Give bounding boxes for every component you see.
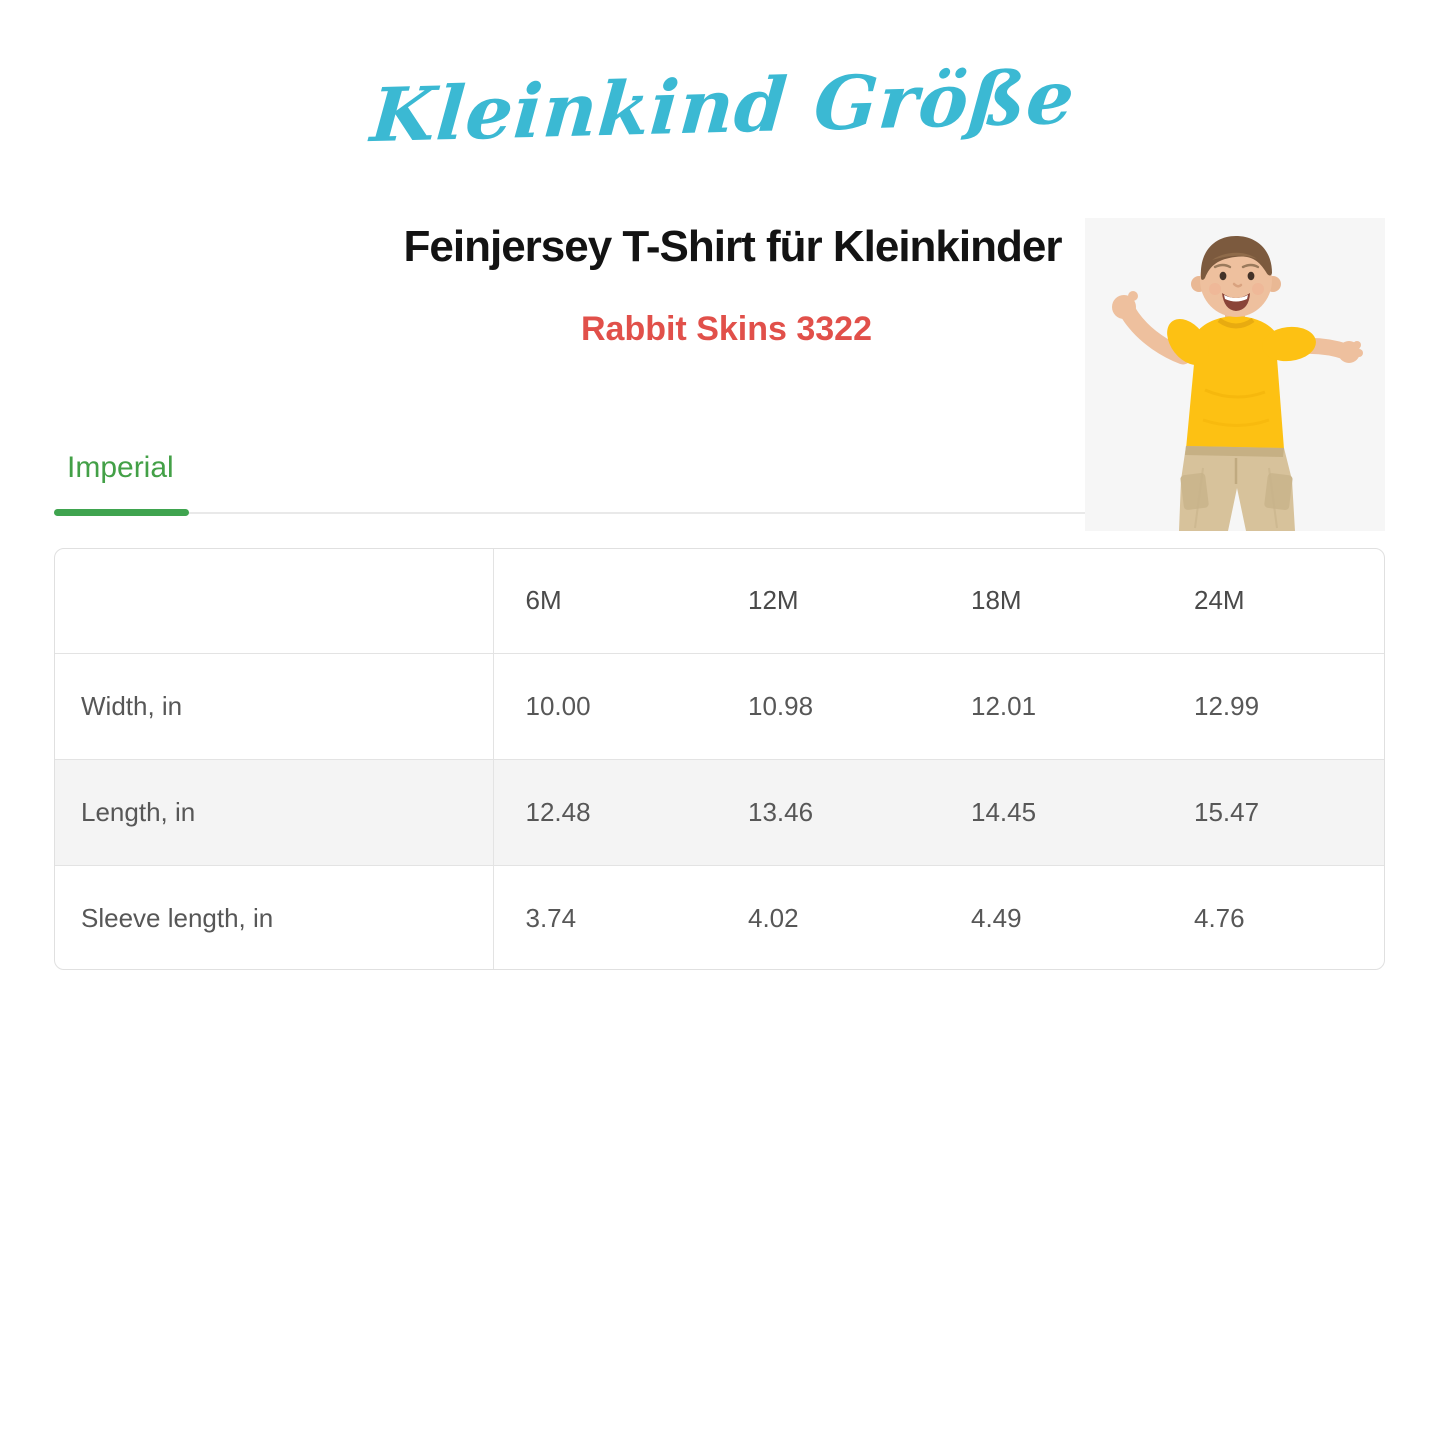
subtitle-row: Feinjersey T-Shirt für Kleinkinder bbox=[0, 222, 1445, 272]
size-column-header: 12M bbox=[748, 585, 799, 616]
measurement-value: 3.74 bbox=[525, 902, 577, 933]
tab-imperial[interactable]: Imperial bbox=[67, 451, 174, 484]
measurement-value: 10.00 bbox=[525, 690, 591, 721]
size-table-grid: 6M 12M 18M 24M Width, in 10.00 10.98 12.… bbox=[55, 549, 1384, 969]
measurement-label: Width, in bbox=[55, 653, 494, 759]
measurement-value: 13.46 bbox=[748, 796, 814, 827]
measurement-value: 12.99 bbox=[1194, 690, 1260, 721]
measurement-value: 4.49 bbox=[971, 902, 1022, 933]
measurement-value: 10.98 bbox=[748, 690, 814, 721]
size-column-header: 6M bbox=[525, 585, 562, 616]
product-photo bbox=[1085, 218, 1385, 531]
product-code: Rabbit Skins 3322 bbox=[580, 310, 872, 348]
toddler-shirt bbox=[1167, 316, 1316, 455]
size-column-header: 24M bbox=[1194, 585, 1245, 616]
table-row: Length, in 12.48 13.46 14.45 15.47 bbox=[55, 759, 1384, 865]
table-row: Width, in 10.00 10.98 12.01 12.99 bbox=[55, 653, 1384, 759]
page-title: Kleinkind Größe bbox=[367, 54, 1078, 160]
toddler-pants bbox=[1179, 446, 1295, 531]
title-row: Kleinkind Größe bbox=[0, 55, 1445, 159]
toddler-illustration bbox=[1085, 218, 1385, 531]
measurement-value: 12.48 bbox=[525, 796, 591, 827]
empty-header-cell bbox=[55, 549, 494, 653]
table-row: Sleeve length, in 3.74 4.02 4.49 4.76 bbox=[55, 865, 1384, 969]
tab-divider bbox=[54, 512, 1385, 514]
measurement-value: 14.45 bbox=[971, 796, 1037, 827]
measurement-value: 4.76 bbox=[1194, 902, 1245, 933]
toddler-head bbox=[1191, 235, 1281, 317]
product-title: Feinjersey T-Shirt für Kleinkinder bbox=[403, 222, 1063, 271]
measurement-label: Sleeve length, in bbox=[55, 865, 494, 969]
active-tab-indicator bbox=[54, 509, 189, 516]
size-table: 6M 12M 18M 24M Width, in 10.00 10.98 12.… bbox=[54, 548, 1385, 970]
measurement-value: 4.02 bbox=[748, 902, 799, 933]
size-column-header: 18M bbox=[971, 585, 1022, 616]
measurement-value: 12.01 bbox=[971, 690, 1037, 721]
header-row: 6M 12M 18M 24M bbox=[55, 549, 1384, 653]
code-row: Rabbit Skins 3322 bbox=[0, 310, 1445, 349]
measurement-label: Length, in bbox=[55, 759, 494, 865]
measurement-value: 15.47 bbox=[1194, 796, 1260, 827]
